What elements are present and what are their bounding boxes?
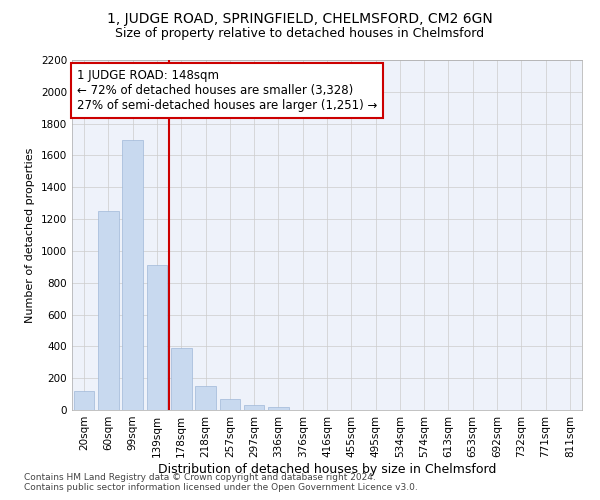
- Y-axis label: Number of detached properties: Number of detached properties: [25, 148, 35, 322]
- Bar: [171, 348, 191, 410]
- Bar: [195, 386, 216, 410]
- Bar: [146, 265, 167, 410]
- Text: 1, JUDGE ROAD, SPRINGFIELD, CHELMSFORD, CM2 6GN: 1, JUDGE ROAD, SPRINGFIELD, CHELMSFORD, …: [107, 12, 493, 26]
- Bar: [98, 211, 119, 410]
- X-axis label: Distribution of detached houses by size in Chelmsford: Distribution of detached houses by size …: [158, 462, 496, 475]
- Bar: [268, 407, 289, 410]
- Bar: [122, 140, 143, 410]
- Text: Contains HM Land Registry data © Crown copyright and database right 2024.: Contains HM Land Registry data © Crown c…: [24, 474, 376, 482]
- Text: 1 JUDGE ROAD: 148sqm
← 72% of detached houses are smaller (3,328)
27% of semi-de: 1 JUDGE ROAD: 148sqm ← 72% of detached h…: [77, 68, 377, 112]
- Bar: [244, 405, 265, 410]
- Text: Contains public sector information licensed under the Open Government Licence v3: Contains public sector information licen…: [24, 484, 418, 492]
- Bar: [74, 391, 94, 410]
- Text: Size of property relative to detached houses in Chelmsford: Size of property relative to detached ho…: [115, 28, 485, 40]
- Bar: [220, 399, 240, 410]
